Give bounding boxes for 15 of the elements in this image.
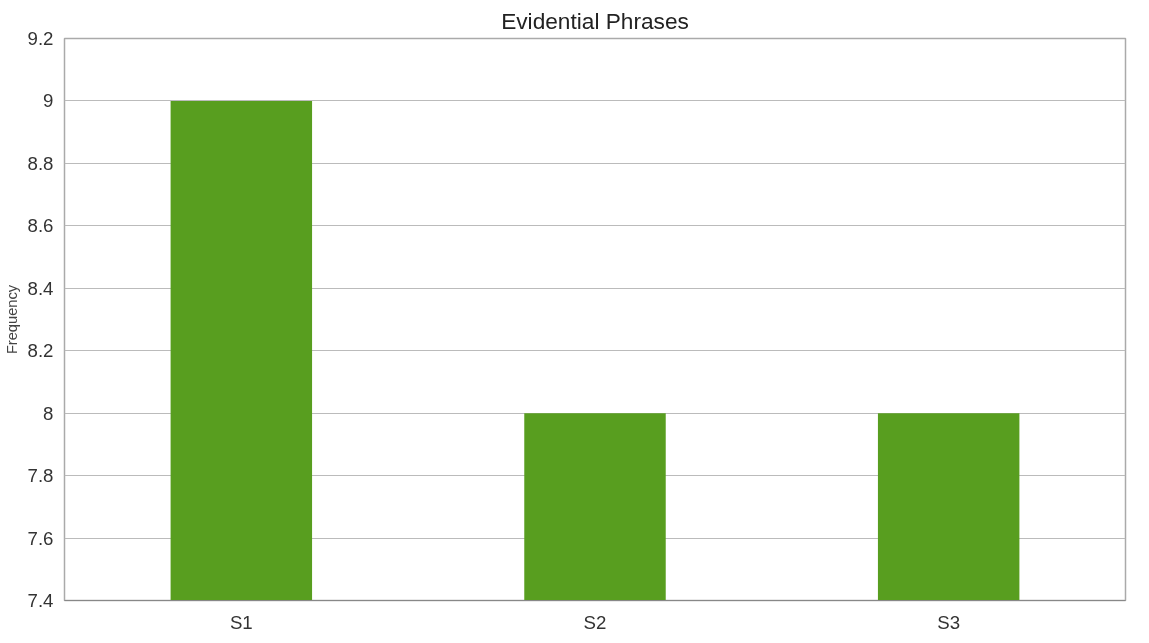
- x-tick-label: S3: [937, 611, 961, 633]
- y-axis-title: Frequency: [3, 284, 20, 355]
- x-tick-label: S2: [583, 611, 607, 633]
- y-tick-label: 8.4: [27, 277, 54, 299]
- y-tick-label: 9.2: [27, 28, 54, 49]
- y-tick-label: 8.6: [27, 215, 54, 237]
- y-tick-label: 8.8: [27, 152, 54, 174]
- y-tick-label: 8: [43, 402, 54, 424]
- y-tick-label: 7.8: [27, 465, 54, 487]
- y-tick-label: 9: [43, 90, 54, 112]
- y-tick-label: 8.2: [27, 340, 54, 362]
- y-tick-label: 7.6: [27, 527, 54, 549]
- y-tick-label: 7.4: [27, 590, 54, 611]
- chart-title: Evidential Phrases: [501, 7, 689, 34]
- x-tick-label: S1: [229, 611, 253, 633]
